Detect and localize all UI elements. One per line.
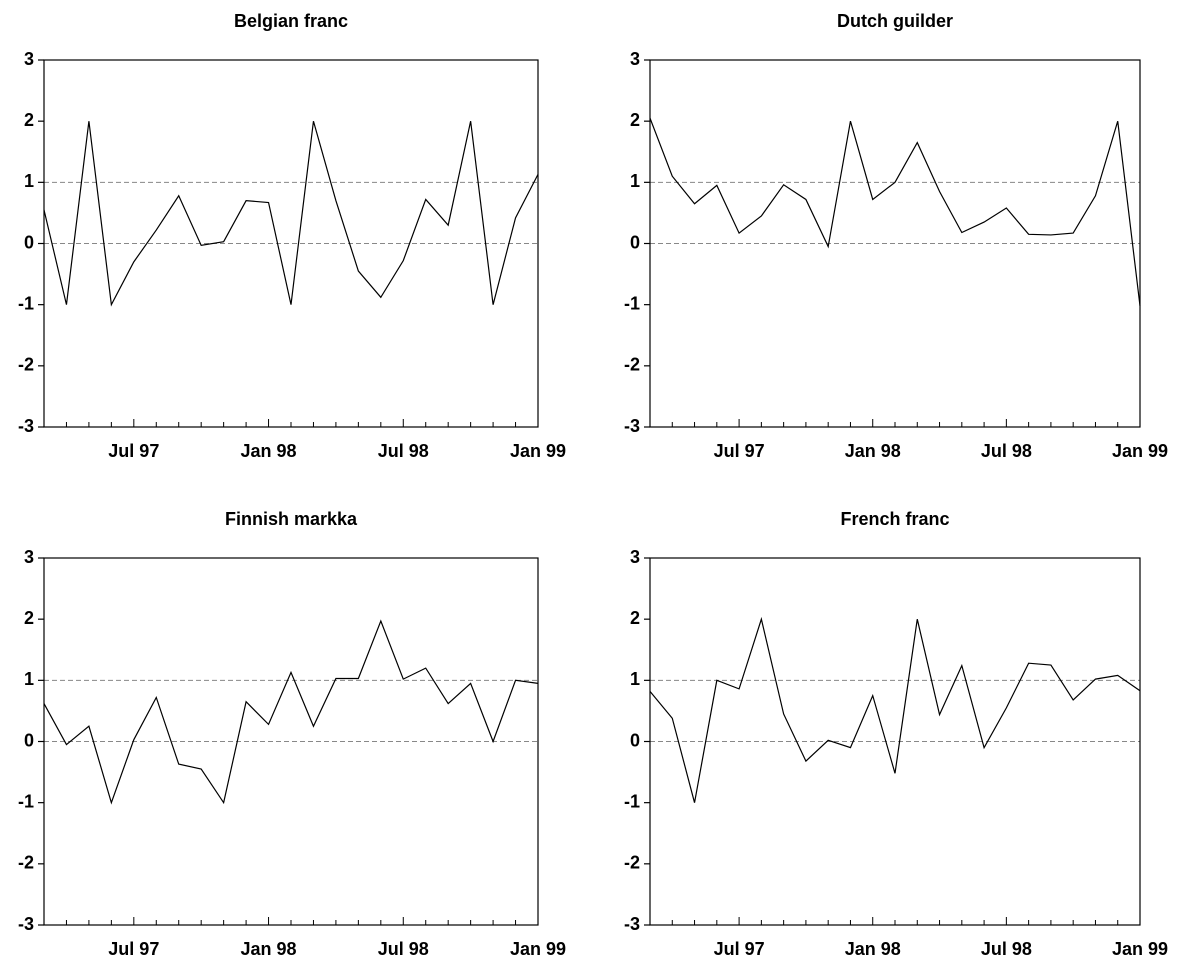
x-tick-label: Jan 98 bbox=[241, 939, 297, 959]
y-tick-label: 2 bbox=[630, 608, 640, 628]
y-tick-label: -3 bbox=[624, 914, 640, 934]
y-tick-label: -3 bbox=[624, 416, 640, 436]
y-tick-label: 3 bbox=[24, 49, 34, 69]
x-tick-label: Jul 97 bbox=[714, 441, 765, 461]
panel-title: Dutch guilder bbox=[837, 11, 953, 31]
y-tick-label: 3 bbox=[24, 547, 34, 567]
y-tick-label: 1 bbox=[24, 171, 34, 191]
x-tick-label: Jul 98 bbox=[378, 441, 429, 461]
y-tick-label: -3 bbox=[18, 416, 34, 436]
y-tick-label: -1 bbox=[18, 293, 34, 313]
y-tick-label: 0 bbox=[630, 232, 640, 252]
y-tick-label: -2 bbox=[18, 355, 34, 375]
x-tick-label: Jan 98 bbox=[845, 939, 901, 959]
y-tick-label: -1 bbox=[18, 791, 34, 811]
x-tick-label: Jul 97 bbox=[714, 939, 765, 959]
y-tick-label: 2 bbox=[24, 608, 34, 628]
x-tick-label: Jul 98 bbox=[378, 939, 429, 959]
panel-title: French franc bbox=[840, 509, 949, 529]
series-line bbox=[649, 117, 1141, 306]
x-tick-label: Jan 98 bbox=[845, 441, 901, 461]
series-line bbox=[649, 616, 1141, 803]
y-tick-label: 2 bbox=[630, 110, 640, 130]
y-tick-label: 1 bbox=[630, 669, 640, 689]
x-tick-label: Jul 97 bbox=[108, 441, 159, 461]
y-tick-label: 0 bbox=[630, 730, 640, 750]
y-tick-label: 3 bbox=[630, 49, 640, 69]
y-tick-label: -1 bbox=[624, 791, 640, 811]
series-line bbox=[43, 121, 539, 307]
x-tick-label: Jul 98 bbox=[981, 441, 1032, 461]
y-tick-label: 1 bbox=[630, 171, 640, 191]
x-tick-label: Jan 99 bbox=[510, 441, 566, 461]
y-tick-label: 3 bbox=[630, 547, 640, 567]
x-tick-label: Jan 98 bbox=[241, 441, 297, 461]
y-tick-label: -2 bbox=[624, 853, 640, 873]
y-tick-label: 0 bbox=[24, 730, 34, 750]
x-tick-label: Jan 99 bbox=[1112, 939, 1168, 959]
y-tick-label: -2 bbox=[18, 853, 34, 873]
x-tick-label: Jan 99 bbox=[510, 939, 566, 959]
panel-title: Belgian franc bbox=[234, 11, 348, 31]
y-tick-label: -3 bbox=[18, 914, 34, 934]
x-tick-label: Jul 97 bbox=[108, 939, 159, 959]
y-tick-label: -1 bbox=[624, 293, 640, 313]
y-tick-label: -2 bbox=[624, 355, 640, 375]
y-tick-label: 2 bbox=[24, 110, 34, 130]
x-tick-label: Jan 99 bbox=[1112, 441, 1168, 461]
x-tick-label: Jul 98 bbox=[981, 939, 1032, 959]
series-line bbox=[43, 619, 539, 805]
y-tick-label: 1 bbox=[24, 669, 34, 689]
y-tick-label: 0 bbox=[24, 232, 34, 252]
panel-title: Finnish markka bbox=[225, 509, 358, 529]
